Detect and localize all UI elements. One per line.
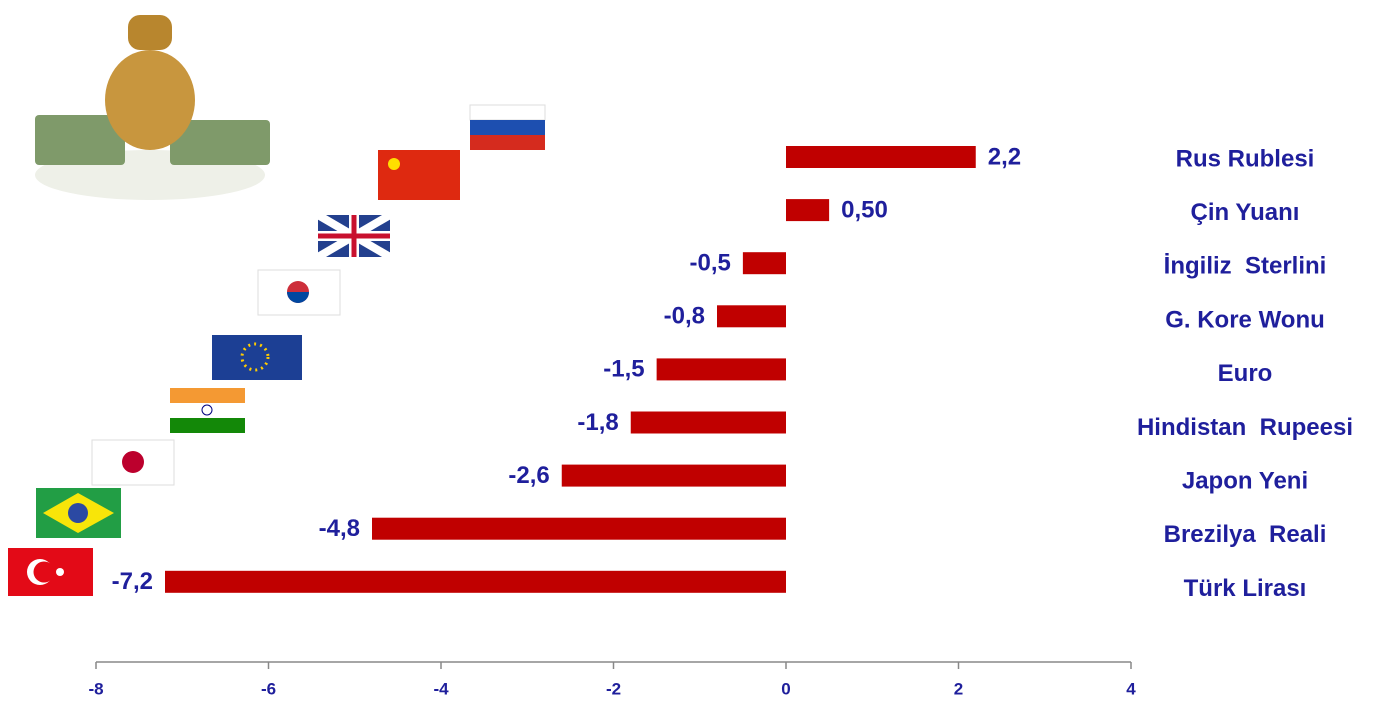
x-tick-label: 4 bbox=[1126, 679, 1136, 698]
bar bbox=[630, 411, 786, 434]
bar bbox=[165, 570, 786, 593]
x-tick-label: -2 bbox=[606, 679, 621, 698]
bar bbox=[786, 199, 830, 222]
money-bag bbox=[105, 50, 195, 150]
value-label: -1,5 bbox=[603, 356, 644, 383]
bar bbox=[742, 252, 786, 275]
value-label: -1,8 bbox=[577, 409, 618, 436]
bar bbox=[372, 517, 786, 540]
flag-turkey bbox=[8, 548, 93, 596]
bar bbox=[656, 358, 786, 381]
flag-brazil bbox=[36, 488, 121, 538]
money-stack bbox=[170, 120, 270, 165]
flag-uk bbox=[315, 211, 393, 261]
value-label: 0,50 bbox=[841, 196, 888, 223]
value-label: -0,8 bbox=[664, 303, 705, 330]
flag-china bbox=[378, 150, 460, 200]
category-label: Çin Yuanı bbox=[1191, 199, 1300, 226]
category-label: Japon Yeni bbox=[1182, 468, 1308, 495]
x-tick-label: -4 bbox=[433, 679, 449, 698]
flag-india bbox=[170, 388, 245, 433]
value-label: 2,2 bbox=[988, 143, 1021, 170]
flag-russia bbox=[469, 104, 546, 150]
category-label: Brezilya Reali bbox=[1164, 521, 1327, 548]
x-tick-label: 0 bbox=[781, 679, 790, 698]
money-bag-top bbox=[128, 15, 172, 50]
bar bbox=[717, 305, 786, 328]
x-tick-label: -8 bbox=[88, 679, 103, 698]
value-label: -2,6 bbox=[508, 462, 549, 489]
category-label: Euro bbox=[1218, 360, 1273, 387]
x-tick-label: 2 bbox=[954, 679, 963, 698]
category-label: Rus Rublesi bbox=[1176, 145, 1315, 172]
flag-korea bbox=[257, 269, 341, 316]
decoration bbox=[8, 15, 546, 596]
x-tick-label: -6 bbox=[261, 679, 276, 698]
value-label: -7,2 bbox=[112, 568, 153, 595]
flag-japan bbox=[91, 439, 175, 486]
category-label: G. Kore Wonu bbox=[1165, 306, 1325, 333]
bar bbox=[561, 464, 786, 487]
category-label: Türk Lirası bbox=[1184, 575, 1307, 602]
category-label: Hindistan Rupeesi bbox=[1137, 414, 1353, 441]
money-stack bbox=[35, 115, 125, 165]
flag-eu bbox=[212, 335, 302, 380]
value-label: -4,8 bbox=[319, 515, 360, 542]
category-label: İngiliz Sterlini bbox=[1164, 253, 1327, 280]
value-label: -0,5 bbox=[690, 250, 731, 277]
bar bbox=[786, 146, 976, 168]
